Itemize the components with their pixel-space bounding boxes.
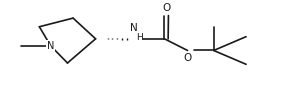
Text: O: O	[162, 3, 171, 13]
Text: N: N	[47, 41, 54, 51]
Text: H: H	[136, 33, 143, 42]
Text: O: O	[183, 54, 192, 63]
Text: N: N	[130, 23, 138, 33]
